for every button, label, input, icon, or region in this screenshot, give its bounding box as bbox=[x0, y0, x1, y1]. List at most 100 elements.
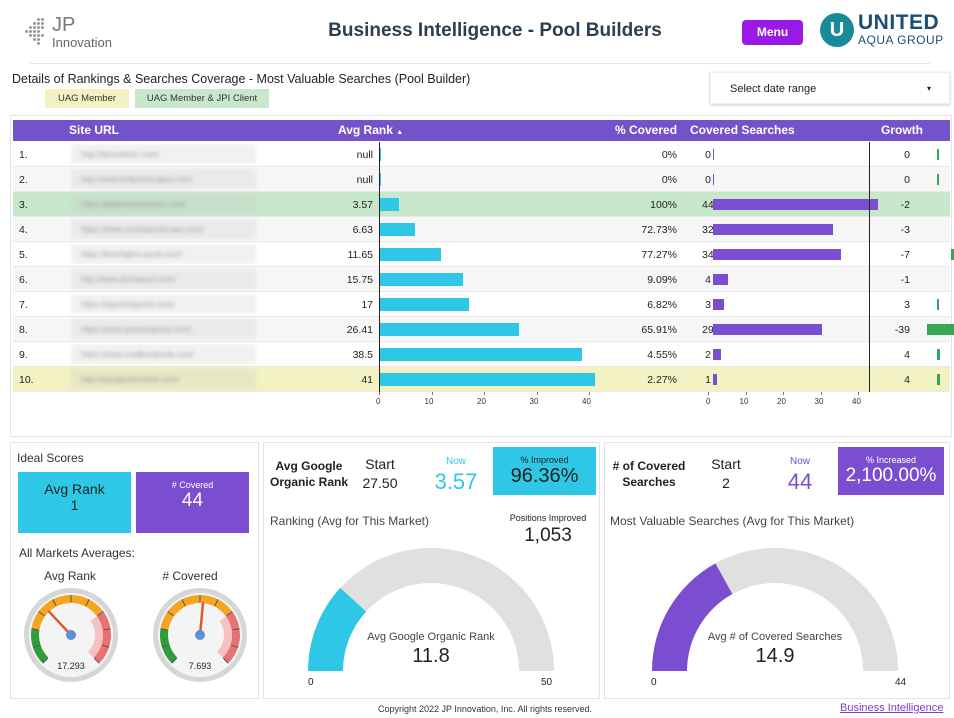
dial-tick bbox=[181, 599, 186, 606]
rankings-table-panel bbox=[10, 115, 952, 437]
business-intelligence-link[interactable]: Business Intelligence bbox=[840, 702, 944, 714]
table-row[interactable]: 9. https://www.roadknotpools.com/38.5 4.55… bbox=[13, 342, 950, 367]
dial-band bbox=[87, 616, 104, 658]
dial-tick bbox=[232, 628, 240, 631]
ideal-avg-rank-label: Avg Rank bbox=[44, 481, 105, 497]
dial-tick bbox=[42, 657, 49, 664]
table-row[interactable]: 3. https://platinumpoolcare.com/3.57 100% 4… bbox=[13, 192, 950, 217]
row-index: 2. bbox=[19, 174, 28, 186]
pct-covered-value: 100% bbox=[650, 199, 677, 211]
positions-improved-label: Positions Improved bbox=[509, 513, 587, 523]
site-url-blurred[interactable]: https://aquariespools.com/ bbox=[71, 294, 256, 314]
rank-pct-label: % Improved bbox=[520, 455, 569, 465]
rank-axis-tick bbox=[484, 392, 485, 395]
rank-axis-label: 30 bbox=[529, 397, 539, 406]
gauge-avg-rank-label: Avg Rank bbox=[44, 569, 96, 583]
menu-button[interactable]: Menu bbox=[742, 20, 803, 45]
dial-needle bbox=[47, 610, 72, 636]
gauge-avg-rank-value: 17.293 bbox=[57, 661, 85, 671]
row-index: 10. bbox=[19, 374, 34, 386]
site-url-blurred[interactable]: https://www.roadknotpools.com/ bbox=[71, 344, 256, 364]
dial-tick bbox=[226, 611, 233, 617]
row-index: 3. bbox=[19, 199, 28, 211]
site-url-text: http://blueoakinc.com/ bbox=[81, 150, 159, 159]
ideal-avg-rank-value: 1 bbox=[70, 497, 79, 513]
row-index: 8. bbox=[19, 324, 28, 336]
table-row[interactable]: 4. https://www.sunsetpoolscape.com/6.63 72… bbox=[13, 217, 950, 242]
covered-searches-bar bbox=[713, 174, 714, 185]
covered-dial-gauge bbox=[153, 588, 247, 682]
site-url-text: http://aquapoolsonline.com/ bbox=[81, 375, 179, 384]
table-row[interactable]: 2. http://www.bellpoolscapes.com/null 0% 0 0 bbox=[13, 167, 950, 192]
site-url-text: https://barrhighm-pools.com/ bbox=[81, 250, 183, 259]
table-row[interactable]: 6. http://www.divinepool.com/15.75 9.09% 4 -… bbox=[13, 267, 950, 292]
rank-start-label: Start bbox=[365, 456, 395, 472]
covered-now-label: Now bbox=[789, 456, 810, 467]
avg-rank-dial-gauge bbox=[24, 588, 118, 682]
uag-mark-icon: U bbox=[820, 13, 854, 47]
site-url-blurred[interactable]: https://barrhighm-pools.com/ bbox=[71, 244, 256, 264]
growth-value: -1 bbox=[900, 274, 910, 286]
row-index: 5. bbox=[19, 249, 28, 261]
covered-searches-value: 3 bbox=[705, 299, 711, 311]
avg-rank-value: 3.57 bbox=[352, 199, 373, 211]
covered-searches-bar bbox=[713, 324, 822, 335]
dial-tick bbox=[38, 611, 45, 617]
covered-axis-tick bbox=[858, 392, 859, 395]
header-avg-rank-label: Avg Rank bbox=[338, 123, 393, 137]
rank-subtitle: Ranking (Avg for This Market) bbox=[270, 514, 429, 528]
header-pct-covered[interactable]: % Covered bbox=[615, 123, 678, 137]
site-url-blurred[interactable]: https://www.quarkaspools.com/ bbox=[71, 319, 256, 339]
covered-searches-bar bbox=[713, 349, 721, 360]
header-covered-searches[interactable]: Covered Searches bbox=[690, 123, 795, 137]
avg-rank-value: 17 bbox=[361, 299, 373, 311]
table-row[interactable]: 8. https://www.quarkaspools.com/26.41 65.9… bbox=[13, 317, 954, 342]
avg-rank-bar bbox=[380, 323, 519, 336]
growth-bar bbox=[937, 149, 939, 160]
table-row[interactable]: 5. https://barrhighm-pools.com/11.65 77.27… bbox=[13, 242, 954, 267]
growth-bar bbox=[951, 249, 954, 260]
site-url-blurred[interactable]: http://blueoakinc.com/ bbox=[71, 144, 256, 164]
covered-half-gauge bbox=[652, 548, 898, 671]
date-range-picker[interactable]: Select date range ▾ bbox=[710, 72, 950, 104]
growth-value: 0 bbox=[904, 174, 910, 186]
rank-axis-tick bbox=[589, 392, 590, 395]
covered-searches-value: 4 bbox=[705, 274, 711, 286]
row-index: 4. bbox=[19, 224, 28, 236]
covered-start-label: Start bbox=[711, 456, 741, 472]
rank-axis-label: 40 bbox=[582, 397, 591, 406]
avg-rank-bar bbox=[380, 223, 415, 236]
pct-covered-value: 9.09% bbox=[647, 274, 677, 286]
growth-bar bbox=[937, 349, 941, 360]
header-site-url[interactable]: Site URL bbox=[69, 123, 120, 137]
pct-covered-value: 4.55% bbox=[647, 349, 677, 361]
covered-searches-value: 32 bbox=[702, 224, 714, 236]
table-row[interactable]: 1. http://blueoakinc.com/null 0% 0 0 bbox=[13, 142, 950, 167]
table-header: Site URL Avg Rank ▲ % Covered Covered Se… bbox=[13, 120, 950, 141]
site-url-blurred[interactable]: http://www.divinepool.com/ bbox=[71, 269, 256, 289]
site-url-blurred[interactable]: https://platinumpoolcare.com/ bbox=[71, 194, 256, 214]
pct-covered-value: 72.73% bbox=[641, 224, 677, 236]
gauge-covered-label: # Covered bbox=[162, 569, 218, 583]
rank-gauge-value: 11.8 bbox=[412, 645, 450, 667]
site-url-blurred[interactable]: http://www.bellpoolscapes.com/ bbox=[71, 169, 256, 189]
section-title: Details of Rankings & Searches Coverage … bbox=[12, 72, 471, 86]
header-growth[interactable]: Growth bbox=[881, 123, 923, 137]
header-avg-rank[interactable]: Avg Rank ▲ bbox=[338, 123, 403, 137]
ideal-covered-tile: # Covered 44 bbox=[136, 472, 249, 533]
covered-searches-value: 34 bbox=[702, 249, 714, 261]
covered-pct-value: 2,100.00% bbox=[845, 465, 937, 486]
gauge-covered-value: 7.693 bbox=[188, 661, 212, 671]
avg-rank-bar bbox=[380, 348, 583, 361]
covered-axis-tick bbox=[745, 392, 747, 395]
covered-axis-label: 20 bbox=[777, 397, 786, 406]
row-index: 1. bbox=[19, 149, 28, 161]
rank-now-label: Now bbox=[445, 456, 466, 467]
site-url-text: http://www.divinepool.com/ bbox=[81, 275, 176, 284]
covered-axis-label: 0 bbox=[706, 397, 711, 406]
table-row[interactable]: 10. http://aquapoolsonline.com/41 2.27% 1 4 bbox=[13, 367, 950, 392]
rank-axis-label: 10 bbox=[424, 397, 434, 406]
table-row[interactable]: 7. https://aquariespools.com/17 6.82% 3 3 bbox=[13, 292, 950, 317]
site-url-blurred[interactable]: http://aquapoolsonline.com/ bbox=[71, 369, 256, 389]
site-url-blurred[interactable]: https://www.sunsetpoolscape.com/ bbox=[71, 219, 256, 239]
